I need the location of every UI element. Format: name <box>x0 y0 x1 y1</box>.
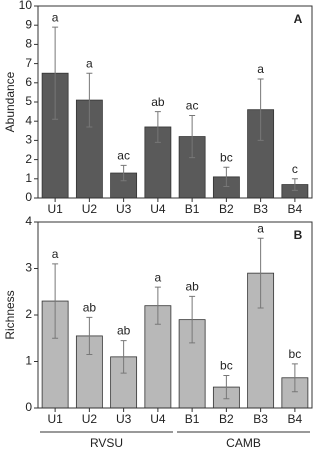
error-bar <box>223 166 230 187</box>
y-tick-label: 2 <box>25 152 32 166</box>
letter-label: a <box>52 10 59 24</box>
x-tick-label: U1 <box>47 202 63 216</box>
y-tick-label: 1 <box>25 354 32 368</box>
error-bar <box>86 72 93 128</box>
letter-label: bc <box>220 359 233 373</box>
plot-frame <box>37 5 313 199</box>
letter-label: a <box>52 247 59 261</box>
y-tick-label: 4 <box>25 214 32 228</box>
x-tick-label: U2 <box>82 202 98 216</box>
error-bar <box>291 363 298 393</box>
y-tick-label: 0 <box>25 400 32 414</box>
y-tick-label: 2 <box>25 307 32 321</box>
x-tick-label: B1 <box>185 412 200 426</box>
x-tick-label: B2 <box>219 202 234 216</box>
letter-label: a <box>86 56 93 70</box>
x-tick-label: B1 <box>185 202 200 216</box>
error-bar <box>291 178 298 191</box>
letter-label: c <box>292 162 298 176</box>
letter-label: ab <box>185 280 199 294</box>
plot-frame <box>37 221 313 409</box>
y-tick-label: 3 <box>25 261 32 275</box>
y-tick-label: 6 <box>25 75 32 89</box>
error-bar <box>223 374 230 400</box>
x-tick-label: B3 <box>253 202 268 216</box>
error-bar <box>189 295 196 344</box>
letter-label: ac <box>186 99 199 113</box>
y-tick-label: 1 <box>25 171 32 185</box>
error-bar <box>52 26 59 120</box>
error-bar <box>52 263 59 339</box>
letter-label: ac <box>117 149 130 163</box>
error-bar <box>154 111 161 143</box>
y-tick-label: 4 <box>25 113 32 127</box>
x-tick-label: U3 <box>116 202 132 216</box>
y-tick-label: 5 <box>25 94 32 108</box>
x-tick-label: U4 <box>150 202 166 216</box>
x-tick-label: U1 <box>47 412 63 426</box>
y-tick-label: 7 <box>25 56 32 70</box>
y-tick-label: 9 <box>25 17 32 31</box>
group-label: RVSU <box>90 436 123 450</box>
x-tick-label: U2 <box>82 412 98 426</box>
y-tick-label: 0 <box>25 190 32 204</box>
error-bar <box>86 316 93 356</box>
x-tick-label: B4 <box>288 202 303 216</box>
error-bar <box>257 237 264 309</box>
panel-label: A <box>294 12 303 26</box>
letter-label: a <box>155 270 162 284</box>
error-bar <box>257 78 264 141</box>
letter-label: ab <box>151 95 165 109</box>
letter-label: a <box>257 62 264 76</box>
letter-label: ab <box>83 300 97 314</box>
error-bar <box>120 340 127 374</box>
letter-label: bc <box>220 150 233 164</box>
letter-label: bc <box>289 347 302 361</box>
x-tick-label: B4 <box>288 412 303 426</box>
x-tick-label: B3 <box>253 412 268 426</box>
panel-label: B <box>294 228 303 242</box>
y-axis-label: Abundance <box>3 71 17 132</box>
x-tick-label: B2 <box>219 412 234 426</box>
error-bar <box>189 114 196 159</box>
letter-label: ab <box>117 324 131 338</box>
error-bar <box>120 164 127 182</box>
group-label: CAMB <box>226 436 261 450</box>
error-bar <box>154 286 161 325</box>
y-axis-label: Richness <box>3 290 17 339</box>
y-tick-label: 10 <box>19 0 33 12</box>
letter-label: a <box>257 221 264 235</box>
y-tick-label: 8 <box>25 37 32 51</box>
x-tick-label: U3 <box>116 412 132 426</box>
x-tick-label: U4 <box>150 412 166 426</box>
y-tick-label: 3 <box>25 133 32 147</box>
